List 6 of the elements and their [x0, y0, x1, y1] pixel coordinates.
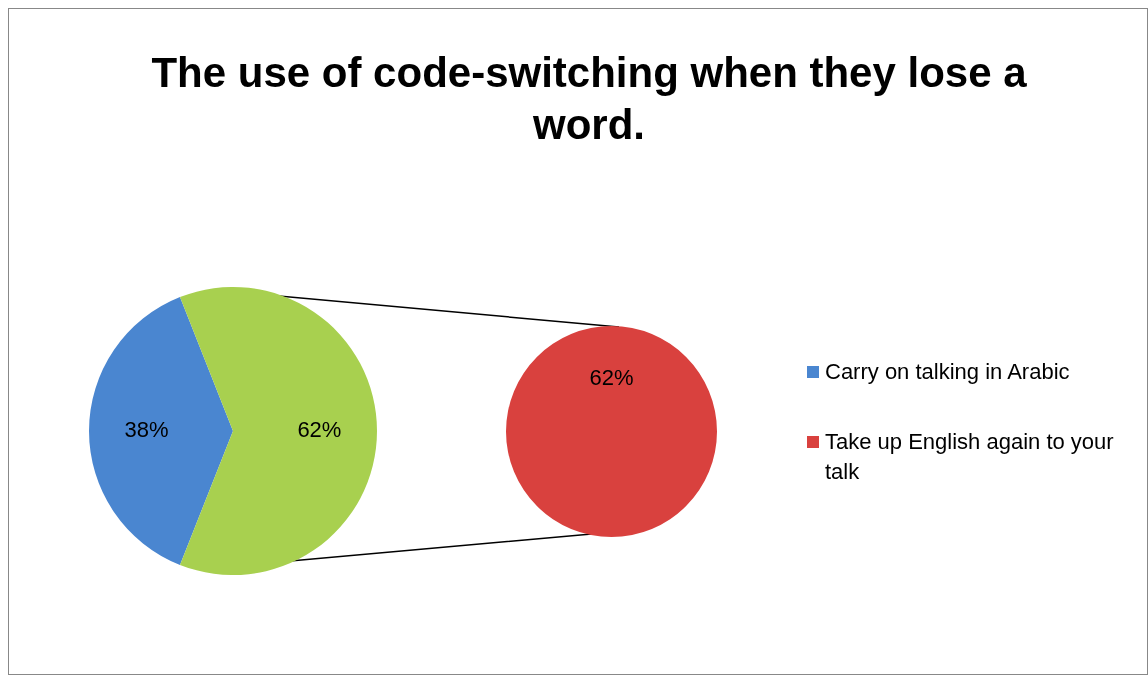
- data-label: 62%: [589, 364, 634, 390]
- data-label: 62%: [297, 417, 342, 443]
- data-label: 38%: [124, 417, 169, 443]
- legend-label: Carry on talking in Arabic: [825, 358, 1070, 386]
- legend-label: Take up English again to your talk: [825, 428, 1115, 486]
- chart-title: The use of code-switching when they lose a word.: [150, 48, 1028, 150]
